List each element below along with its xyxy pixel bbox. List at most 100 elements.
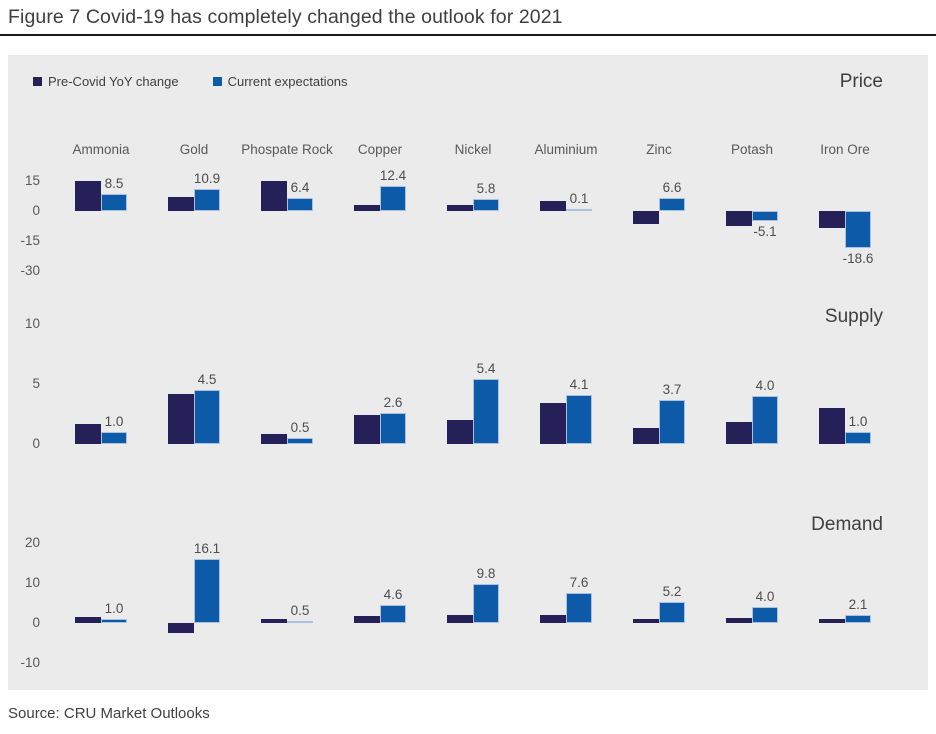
bar-current-expectations: [845, 615, 871, 623]
value-label: 1.0: [104, 414, 124, 429]
panel-title-demand: Demand: [811, 514, 883, 535]
category-label: Aluminium: [534, 142, 598, 158]
category-label: Potash: [730, 142, 774, 158]
value-label: 4.1: [569, 377, 589, 392]
bar-current-expectations: [845, 211, 871, 248]
y-tick-label: -30: [20, 263, 40, 278]
bar-current-expectations: [380, 186, 406, 211]
y-tick-label: 15: [24, 173, 40, 188]
legend-label: Current expectations: [227, 74, 348, 89]
bar-current-expectations: [752, 211, 778, 221]
value-label: 9.8: [476, 566, 496, 581]
bar-current-expectations: [101, 432, 127, 444]
bar-current-expectations: [194, 390, 220, 444]
bar-current-expectations: [380, 605, 406, 623]
category-label: Gold: [179, 142, 209, 158]
value-label: 2.6: [383, 395, 403, 410]
value-label: 7.6: [569, 575, 589, 590]
bar-pre-covid-yoy: [75, 181, 101, 211]
bar-pre-covid-yoy: [540, 201, 566, 211]
bar-pre-covid-yoy: [447, 615, 473, 623]
y-tick-label: 0: [32, 615, 40, 630]
y-tick-label: 0: [32, 436, 40, 451]
bar-current-expectations: [566, 209, 592, 211]
bar-pre-covid-yoy: [819, 211, 845, 228]
bar-pre-covid-yoy: [354, 616, 380, 623]
y-tick-label: 5: [32, 376, 40, 391]
value-label: 4.0: [755, 378, 775, 393]
value-label: 10.9: [193, 171, 221, 186]
bar-current-expectations: [473, 199, 499, 211]
bar-pre-covid-yoy: [261, 181, 287, 211]
bar-current-expectations: [101, 194, 127, 211]
bar-pre-covid-yoy: [726, 211, 752, 226]
panel-title-supply: Supply: [824, 306, 883, 327]
bar-pre-covid-yoy: [540, 615, 566, 623]
value-label: -5.1: [753, 224, 777, 239]
bar-pre-covid-yoy: [633, 211, 659, 224]
bar-pre-covid-yoy: [540, 403, 566, 444]
category-label: Phospate Rock: [241, 142, 333, 158]
bar-current-expectations: [473, 584, 499, 623]
value-label: 1.0: [104, 601, 124, 616]
value-label: 5.4: [476, 361, 496, 376]
bar-pre-covid-yoy: [354, 415, 380, 444]
value-label: 0.5: [290, 420, 310, 435]
bar-pre-covid-yoy: [168, 394, 194, 444]
bar-current-expectations: [566, 593, 592, 623]
bar-current-expectations: [101, 619, 127, 623]
category-label: Nickel: [454, 142, 492, 158]
bar-pre-covid-yoy: [447, 205, 473, 211]
value-label: 4.0: [755, 589, 775, 604]
bar-pre-covid-yoy: [75, 424, 101, 444]
bar-pre-covid-yoy: [726, 422, 752, 444]
source-note: Source: CRU Market Outlooks: [8, 705, 210, 722]
bar-pre-covid-yoy: [726, 618, 752, 623]
category-label: Copper: [357, 142, 403, 158]
bar-pre-covid-yoy: [168, 197, 194, 211]
bar-current-expectations: [194, 189, 220, 211]
legend-item-current: Current expectations: [212, 74, 348, 89]
legend-item-pre-covid: Pre-Covid YoY change: [33, 74, 179, 89]
bar-current-expectations: [194, 559, 220, 623]
legend-label: Pre-Covid YoY change: [48, 74, 179, 89]
bar-current-expectations: [287, 438, 313, 444]
bar-pre-covid-yoy: [819, 408, 845, 444]
bar-pre-covid-yoy: [75, 617, 101, 623]
value-label: 4.6: [383, 587, 403, 602]
bar-pre-covid-yoy: [819, 619, 845, 623]
value-label: 3.7: [662, 382, 682, 397]
value-label: 5.8: [476, 181, 496, 196]
bar-current-expectations: [566, 395, 592, 444]
value-label: 8.5: [104, 176, 124, 191]
bar-pre-covid-yoy: [261, 434, 287, 444]
y-tick-label: 20: [24, 535, 40, 550]
bar-pre-covid-yoy: [261, 619, 287, 623]
value-label: 5.2: [662, 584, 682, 599]
bar-current-expectations: [845, 432, 871, 444]
bar-current-expectations: [380, 413, 406, 444]
y-tick-label: -10: [20, 655, 40, 670]
bar-current-expectations: [752, 607, 778, 623]
legend-swatch-current: [212, 77, 222, 86]
value-label: 6.6: [662, 180, 682, 195]
value-label: 6.4: [290, 180, 310, 195]
panel-title-price: Price: [839, 71, 883, 92]
bar-pre-covid-yoy: [168, 623, 194, 633]
legend-swatch-pre-covid: [33, 77, 42, 86]
chart-area: Pre-Covid YoY change Current expectation…: [8, 55, 928, 690]
value-label: 0.1: [569, 191, 589, 206]
bar-current-expectations: [752, 396, 778, 444]
chart-legend: Pre-Covid YoY change Current expectation…: [33, 74, 382, 89]
category-label: Zinc: [646, 142, 672, 158]
bar-current-expectations: [659, 198, 685, 211]
figure-title: Figure 7 Covid-19 has completely changed…: [0, 0, 936, 36]
value-label: -18.6: [842, 251, 874, 266]
bar-current-expectations: [659, 602, 685, 623]
value-label: 12.4: [379, 168, 407, 183]
value-label: 0.5: [290, 603, 310, 618]
value-label: 4.5: [197, 372, 217, 387]
category-label: Iron Ore: [820, 142, 870, 158]
value-label: 2.1: [848, 597, 868, 612]
y-tick-label: 0: [32, 203, 40, 218]
